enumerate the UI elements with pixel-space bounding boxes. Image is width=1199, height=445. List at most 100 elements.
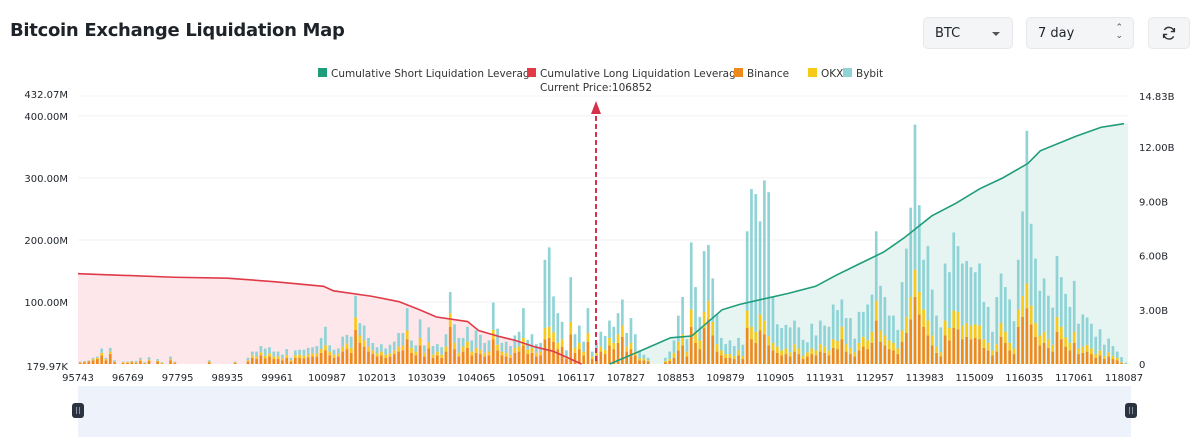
bar-okx	[943, 320, 947, 336]
bar-stack	[625, 332, 628, 364]
bar-binance	[556, 349, 560, 364]
bar-okx	[621, 325, 624, 337]
bar-okx	[917, 292, 921, 315]
legend-item[interactable]: Bybit	[843, 68, 883, 80]
bar-stack	[1098, 329, 1102, 364]
bar-okx	[276, 356, 280, 360]
bar-stack	[1107, 338, 1110, 364]
legend-swatch	[527, 68, 536, 77]
bar-stack	[960, 263, 964, 364]
bar-binance	[978, 339, 981, 364]
bar-stack	[418, 319, 422, 364]
bar-binance	[831, 347, 835, 364]
bar-bybit	[612, 326, 616, 343]
coin-select[interactable]: BTC	[923, 17, 1013, 49]
bar-binance	[1120, 362, 1123, 364]
bar-binance	[1004, 342, 1007, 364]
bar-bybit	[775, 324, 779, 347]
bar-binance	[801, 359, 805, 364]
bar-stack	[1103, 344, 1106, 364]
bar-okx	[754, 331, 758, 343]
bar-stack	[1115, 351, 1119, 364]
bar-bybit	[91, 357, 95, 360]
bar-bybit	[578, 325, 581, 343]
bar-bybit	[246, 357, 250, 361]
refresh-button[interactable]	[1148, 17, 1190, 49]
range-select[interactable]: 7 day ⌃ ⌄	[1026, 17, 1134, 49]
bar-binance	[169, 360, 172, 364]
bar-okx	[569, 321, 573, 335]
bar-stack	[922, 259, 925, 364]
bar-bybit	[625, 332, 628, 347]
bar-binance	[737, 355, 740, 364]
bar-okx	[319, 349, 323, 353]
bar-stack	[969, 267, 973, 364]
bar-bybit	[328, 345, 332, 352]
bar-okx	[332, 354, 336, 358]
bar-binance	[104, 360, 108, 364]
legend-item[interactable]: Binance	[734, 68, 789, 80]
bar-okx	[780, 350, 783, 356]
bar-bybit	[595, 342, 598, 352]
bar-stack	[487, 340, 491, 364]
bar-bybit	[1098, 329, 1102, 351]
bar-binance	[625, 351, 628, 364]
bar-stack	[319, 337, 323, 364]
bar-bybit	[917, 205, 921, 293]
bar-bybit	[418, 319, 422, 338]
legend-item[interactable]: OKX	[808, 68, 843, 80]
bar-binance	[160, 363, 164, 364]
bar-binance	[470, 355, 474, 364]
bar-stack	[272, 351, 276, 364]
bar-stack	[539, 342, 542, 364]
slider-handle-right[interactable]	[1125, 403, 1137, 418]
bar-stack	[689, 242, 693, 364]
bar-stack	[909, 207, 913, 364]
bar-okx	[1115, 357, 1119, 361]
bar-bybit	[621, 299, 624, 326]
bar-stack	[758, 221, 762, 364]
y-right-tick-label: 12.00B	[1139, 143, 1175, 154]
bar-binance	[440, 357, 443, 364]
bar-stack	[401, 332, 405, 364]
bar-stack	[100, 348, 103, 364]
bar-bybit	[517, 331, 521, 347]
bar-stack	[900, 282, 904, 364]
bar-binance	[1103, 359, 1106, 364]
bar-binance	[427, 348, 431, 364]
arrow-up-icon	[591, 101, 601, 114]
legend-item[interactable]: Cumulative Short Liquidation Leverage	[318, 68, 536, 80]
bar-binance	[255, 359, 258, 364]
slider-handle-left[interactable]	[72, 403, 84, 418]
bar-okx	[991, 350, 994, 356]
bar-binance	[685, 356, 689, 364]
bar-stack	[552, 296, 555, 364]
bar-bybit	[801, 339, 805, 356]
bar-stack	[986, 306, 990, 364]
bar-okx	[788, 352, 792, 357]
bar-bybit	[642, 354, 646, 359]
bar-stack	[207, 360, 211, 364]
x-tick-label: 117061	[1055, 373, 1093, 384]
bar-stack	[1072, 280, 1076, 364]
bar-binance	[143, 363, 147, 364]
bar-bybit	[823, 325, 826, 347]
bar-stack	[466, 326, 469, 364]
bar-binance	[732, 359, 736, 364]
bar-binance	[935, 352, 938, 364]
bar-bybit	[547, 247, 551, 327]
bar-binance	[384, 357, 388, 364]
bar-bybit	[259, 346, 263, 353]
x-tick-label: 106117	[557, 373, 595, 384]
bar-binance	[392, 354, 396, 364]
bar-binance	[431, 357, 435, 364]
slider-track[interactable]	[78, 386, 1131, 437]
bar-bybit	[810, 323, 814, 349]
bar-okx	[1103, 355, 1106, 360]
bar-stack	[496, 328, 499, 364]
bar-bybit	[1012, 321, 1016, 349]
legend-swatch	[808, 68, 817, 77]
legend-item[interactable]: Cumulative Long Liquidation Leverage	[527, 68, 742, 80]
bar-okx	[302, 355, 306, 359]
bar-okx	[255, 356, 258, 360]
